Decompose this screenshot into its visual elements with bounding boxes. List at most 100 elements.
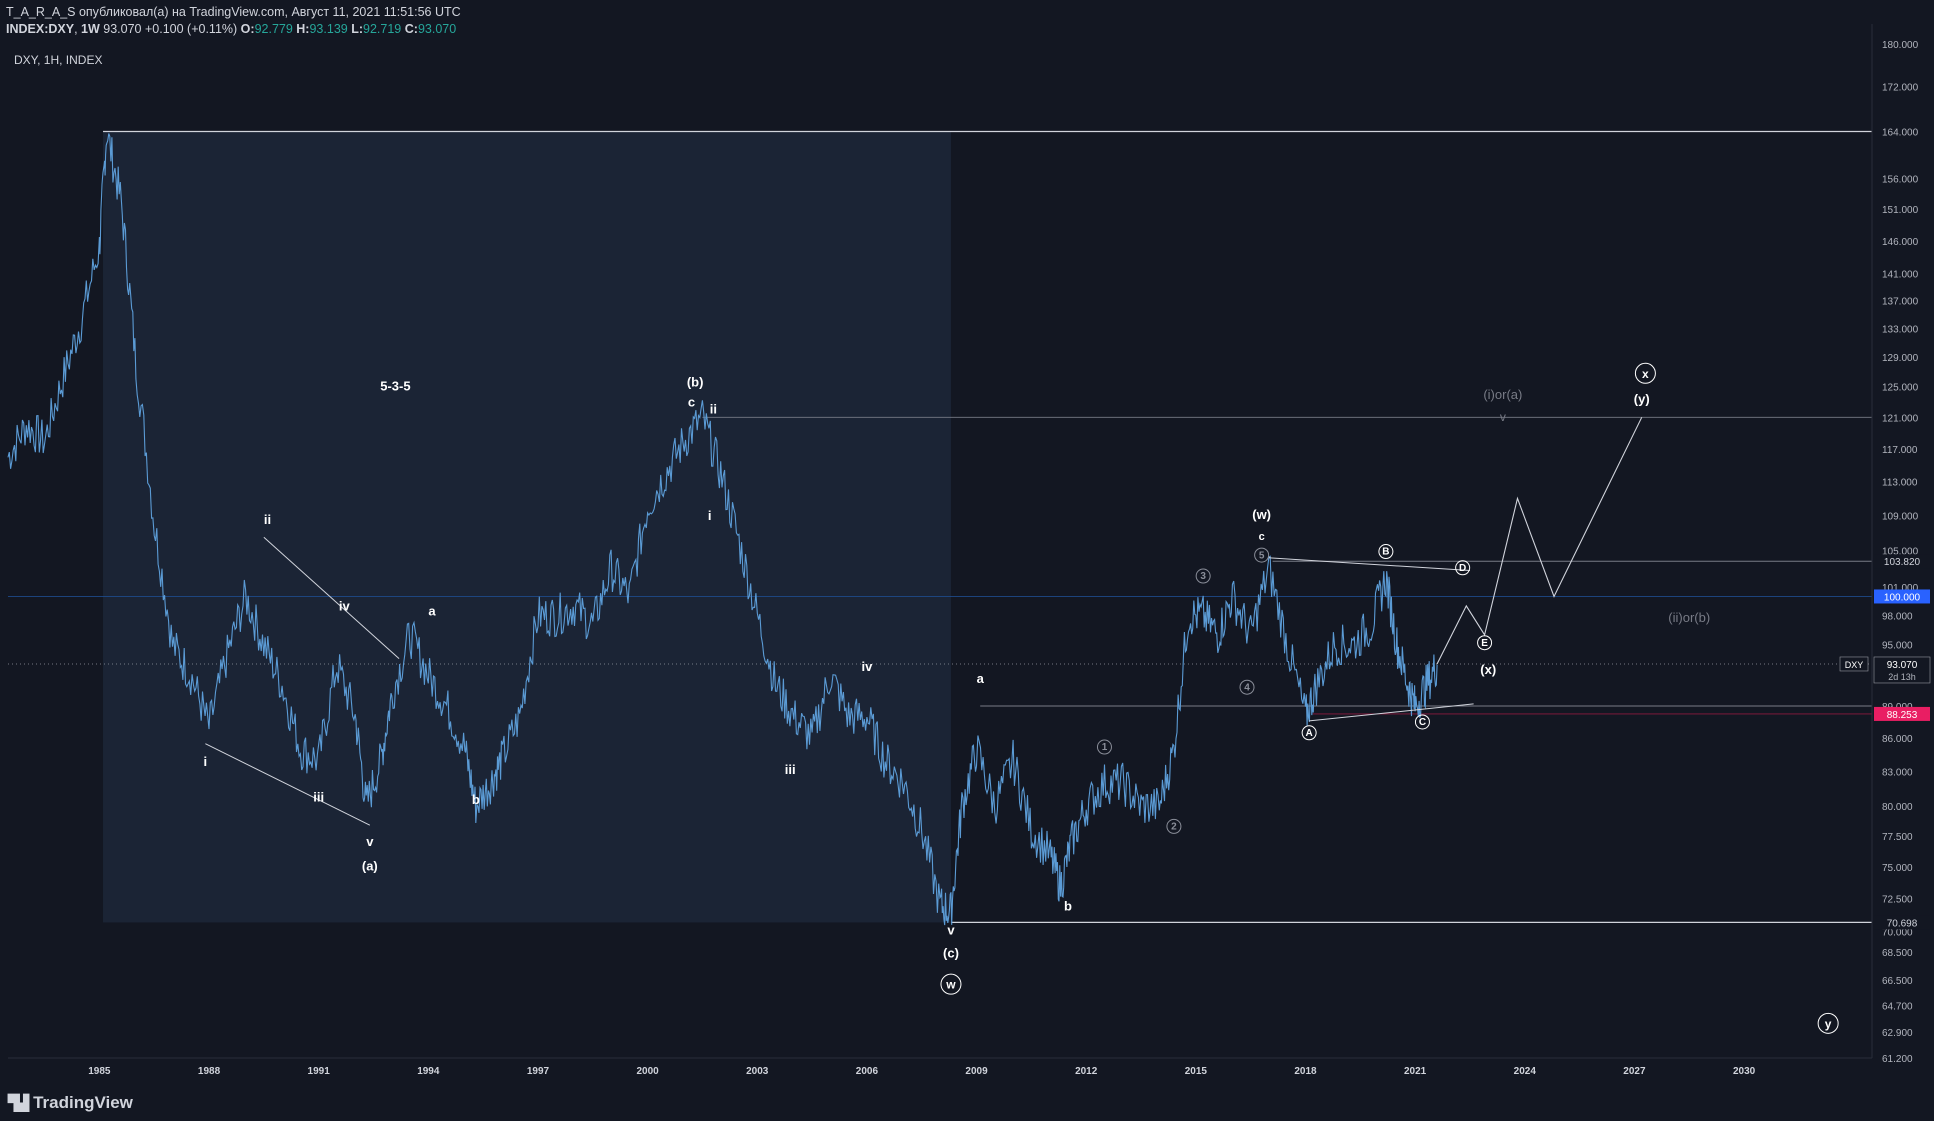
wave-circle-label: 5: [1259, 550, 1265, 561]
price-tag-70-bg: [1874, 915, 1930, 930]
wave-label: c: [688, 394, 695, 409]
y-tick-label: 77.500: [1882, 832, 1913, 843]
wave-circle-label: 2: [1171, 822, 1177, 833]
wave-label: v: [1500, 410, 1506, 424]
y-tick-label: 141.000: [1882, 270, 1919, 281]
x-tick-label: 2018: [1294, 1066, 1317, 1077]
tradingview-logo-text: TradingView: [33, 1093, 133, 1112]
y-tick-label: 137.000: [1882, 297, 1919, 308]
projection-box: [103, 131, 951, 923]
y-tick-label: 68.500: [1882, 948, 1913, 959]
price-change: +0.100 (+0.11%): [144, 22, 238, 36]
y-tick-label: 95.000: [1882, 641, 1913, 652]
symbol-tag-bg: [1839, 656, 1869, 672]
wave-label: (b): [687, 375, 704, 390]
wave-circle-label: 1: [1102, 742, 1108, 753]
ohlc-line: INDEX:DXY, 1W 93.070 +0.100 (+0.11%) O:9…: [6, 22, 457, 36]
x-tick-label: 2027: [1623, 1066, 1646, 1077]
open-label: O:: [240, 22, 255, 36]
wave-circle: [1378, 544, 1394, 560]
x-tick-label: 1985: [88, 1066, 111, 1077]
wave-label: a: [428, 603, 436, 618]
y-tick-label: 151.000: [1882, 205, 1919, 216]
x-tick-label: 2000: [636, 1066, 659, 1077]
wave-label: iii: [785, 762, 796, 777]
x-tick-label: 2030: [1733, 1066, 1756, 1077]
wave-circle: [1301, 725, 1317, 741]
close-label: C:: [404, 22, 418, 36]
wave-circle-label: C: [1419, 717, 1426, 728]
wave-label: v: [947, 922, 955, 937]
wave-label: (x): [1480, 662, 1496, 677]
wave-circle: [1414, 714, 1430, 730]
y-tick-label: 156.000: [1882, 175, 1919, 186]
wave-label: ii: [710, 401, 717, 416]
wave-circle-label: y: [1825, 1017, 1832, 1031]
wave-circle-label: D: [1459, 563, 1466, 574]
price-series-line: [7, 133, 1438, 926]
diagonal-upper-line: [263, 536, 400, 660]
y-tick-label: 62.900: [1882, 1028, 1913, 1039]
y-tick-label: 133.000: [1882, 324, 1919, 335]
wave-circle: [1634, 362, 1656, 384]
y-tick-label: 105.000: [1882, 547, 1919, 558]
projection-path: [1436, 417, 1643, 665]
price-tag-100-bg: [1874, 589, 1930, 604]
x-tick-label: 1997: [527, 1066, 550, 1077]
triangle-upper-line: [1268, 557, 1470, 572]
y-tick-label: 72.500: [1882, 895, 1913, 906]
x-tick-label: 2015: [1185, 1066, 1208, 1077]
wave-label: b: [472, 792, 480, 807]
y-tick-label: 66.500: [1882, 976, 1913, 987]
high-label: H:: [296, 22, 310, 36]
wave-circle: [1195, 568, 1211, 584]
y-tick-label: 129.000: [1882, 353, 1919, 364]
price-tag-103: 103.820: [1884, 557, 1921, 568]
y-tick-label: 98.000: [1882, 611, 1913, 622]
current-price-tag: 93.070: [1887, 660, 1918, 671]
low-value: 92.719: [363, 22, 402, 36]
wave-circle: [1096, 739, 1112, 755]
y-tick-label: 64.700: [1882, 1002, 1913, 1013]
y-tick-label: 101.000: [1882, 583, 1919, 594]
wave-circle: [1817, 1012, 1839, 1034]
wave-circle-label: w: [945, 978, 956, 992]
y-tick-label: 121.000: [1882, 413, 1919, 424]
x-tick-label: 1988: [198, 1066, 221, 1077]
wave-label: (ii)or(b): [1668, 610, 1710, 625]
y-tick-label: 180.000: [1882, 40, 1919, 51]
y-tick-label: 117.000: [1882, 445, 1918, 456]
wave-label: i: [708, 508, 712, 523]
x-tick-label: 2006: [856, 1066, 879, 1077]
wave-circle: [940, 973, 962, 995]
wave-label: (w): [1252, 507, 1271, 522]
wave-label: v: [366, 834, 374, 849]
x-tick-label: 1991: [308, 1066, 331, 1077]
wave-label: 5-3-5: [380, 379, 410, 394]
high-value: 93.139: [309, 22, 348, 36]
price-tag-88: 88.253: [1887, 710, 1918, 721]
x-tick-label: 1994: [417, 1066, 440, 1077]
tradingview-logo[interactable]: ▜▟ TradingView: [8, 1093, 133, 1113]
wave-circle: [1166, 818, 1182, 834]
symbol-name: INDEX:DXY: [6, 22, 75, 36]
y-tick-label: 172.000: [1882, 83, 1919, 94]
chart-header: T_A_R_A_S опубликовал(а) на TradingView.…: [6, 4, 461, 38]
wave-label: (c): [943, 946, 959, 961]
x-tick-label: 2021: [1404, 1066, 1427, 1077]
open-value: 92.779: [254, 22, 293, 36]
y-tick-label: 70.000: [1882, 928, 1913, 939]
wave-label: iv: [339, 599, 351, 614]
wave-circle: [1455, 560, 1471, 576]
wave-label: i: [204, 754, 208, 769]
wave-circle-label: x: [1642, 367, 1649, 381]
y-tick-label: 125.000: [1882, 383, 1919, 394]
wave-label: iii: [313, 790, 324, 805]
wave-circle-label: 3: [1200, 571, 1206, 582]
wave-label: (y): [1634, 391, 1650, 406]
x-tick-label: 2012: [1075, 1066, 1098, 1077]
wave-label: ii: [264, 512, 271, 527]
wave-label: b: [1064, 898, 1072, 913]
price-tag-70: 70.698: [1887, 918, 1918, 929]
